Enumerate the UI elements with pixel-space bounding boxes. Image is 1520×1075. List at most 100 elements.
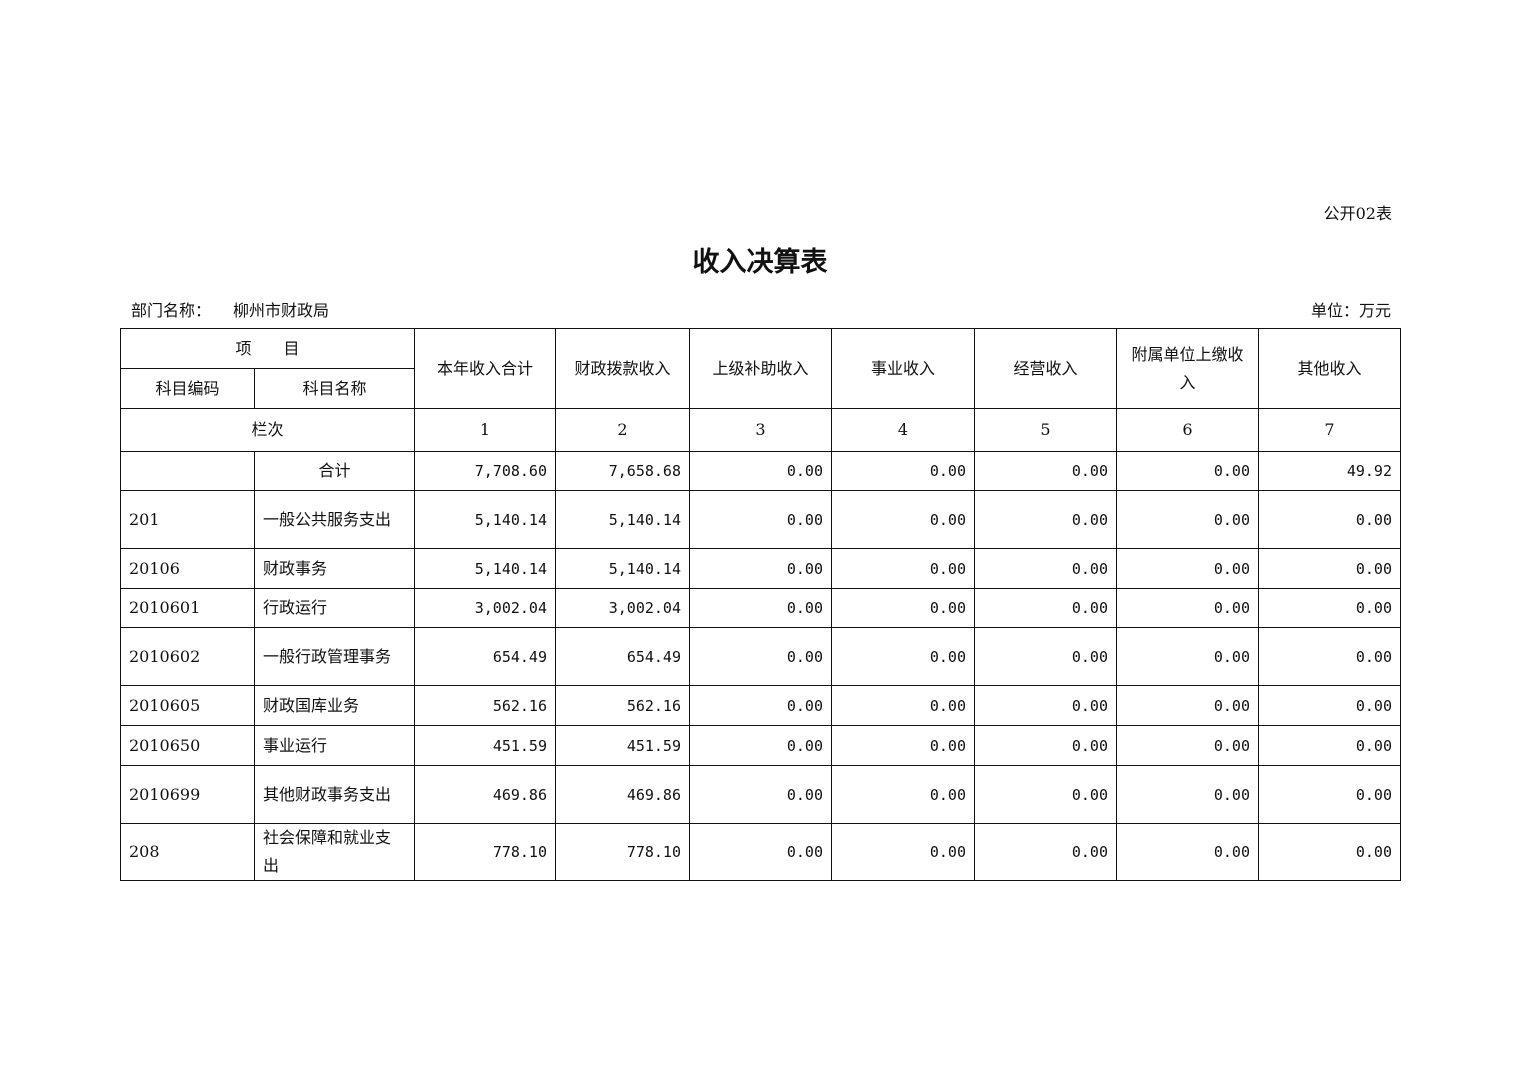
subject-name: 合计	[254, 451, 415, 491]
value-cell: 0.00	[831, 490, 975, 549]
unit-label: 单位：万元	[1310, 301, 1391, 320]
table-row: 2010650 事业运行 451.59 451.59 0.00 0.00 0.00 0.00 0…	[120, 725, 1401, 766]
value-cell: 0.00	[974, 588, 1117, 628]
col-number: 4	[831, 408, 975, 452]
department-name: 柳州市财政局	[233, 301, 330, 320]
value-cell: 0.00	[1258, 548, 1401, 589]
value-cell: 0.00	[1116, 490, 1259, 549]
value-cell: 0.00	[831, 627, 975, 686]
value-cell: 0.00	[689, 490, 832, 549]
value-cell: 0.00	[1116, 685, 1259, 726]
value-cell: 0.00	[1258, 627, 1401, 686]
value-cell: 0.00	[831, 685, 975, 726]
income-table: 项 目 本年收入合计 财政拨款收入 上级补助收入 事业收入 经营收入 附属单位上…	[120, 328, 1401, 881]
table-row: 2010605 财政国库业务 562.16 562.16 0.00 0.00 0.00 0.0…	[120, 685, 1401, 726]
value-cell: 0.00	[974, 627, 1117, 686]
value-cell: 0.00	[1116, 765, 1259, 824]
total-row: 合计 7,708.60 7,658.68 0.00 0.00 0.00 0.00 49.92	[120, 451, 1401, 491]
table-row: 2010602 一般行政管理事务 654.49 654.49 0.00 0.00 0.00 0…	[120, 627, 1401, 686]
subject-code: 20106	[120, 548, 255, 589]
value-cell: 7,658.68	[555, 451, 690, 491]
subject-name: 行政运行	[254, 588, 415, 628]
value-cell: 0.00	[974, 685, 1117, 726]
form-number: 公开02表	[1323, 204, 1392, 223]
value-cell: 0.00	[1258, 765, 1401, 824]
subject-code: 2010650	[120, 725, 255, 766]
value-cell: 0.00	[689, 685, 832, 726]
col-number: 7	[1258, 408, 1401, 452]
subject-name: 其他财政事务支出	[254, 765, 415, 824]
value-cell: 0.00	[1116, 548, 1259, 589]
value-cell: 0.00	[689, 627, 832, 686]
value-cell: 0.00	[1116, 823, 1259, 881]
row-label: 栏次	[120, 408, 415, 452]
value-cell: 451.59	[414, 725, 556, 766]
header-row: 项 目 本年收入合计 财政拨款收入 上级补助收入 事业收入 经营收入 附属单位上…	[120, 328, 1401, 409]
header-col-2: 财政拨款收入	[555, 328, 690, 409]
table-row: 2010601 行政运行 3,002.04 3,002.04 0.00 0.00 0.00 0…	[120, 588, 1401, 628]
page-title: 收入决算表	[692, 247, 828, 278]
value-cell: 469.86	[555, 765, 690, 824]
col-number: 3	[689, 408, 832, 452]
value-cell: 0.00	[689, 823, 832, 881]
value-cell: 0.00	[831, 451, 975, 491]
subject-code: 2010605	[120, 685, 255, 726]
value-cell: 0.00	[831, 765, 975, 824]
department-label: 部门名称：	[131, 301, 212, 320]
header-col-7: 其他收入	[1258, 328, 1401, 409]
value-cell: 562.16	[414, 685, 556, 726]
header-item: 项 目	[120, 328, 415, 369]
header-name: 科目名称	[254, 368, 415, 409]
value-cell: 5,140.14	[414, 490, 556, 549]
subject-name: 社会保障和就业支出	[254, 823, 415, 881]
value-cell: 0.00	[1258, 685, 1401, 726]
value-cell: 0.00	[1116, 588, 1259, 628]
header-col-1: 本年收入合计	[414, 328, 556, 409]
value-cell: 7,708.60	[414, 451, 556, 491]
value-cell: 0.00	[1116, 451, 1259, 491]
subject-name: 财政事务	[254, 548, 415, 589]
value-cell: 5,140.14	[414, 548, 556, 589]
value-cell: 0.00	[1258, 588, 1401, 628]
value-cell: 469.86	[414, 765, 556, 824]
subject-code: 201	[120, 490, 255, 549]
value-cell: 0.00	[689, 765, 832, 824]
subject-name: 事业运行	[254, 725, 415, 766]
value-cell: 0.00	[831, 588, 975, 628]
table-row: 20106 财政事务 5,140.14 5,140.14 0.00 0.00 0.00 0.0…	[120, 548, 1401, 589]
value-cell: 778.10	[555, 823, 690, 881]
value-cell: 0.00	[974, 725, 1117, 766]
subject-code: 2010602	[120, 627, 255, 686]
value-cell: 0.00	[974, 765, 1117, 824]
header-col-5: 经营收入	[974, 328, 1117, 409]
value-cell: 0.00	[974, 490, 1117, 549]
header-subrow: 科目编码 科目名称	[120, 368, 1401, 409]
value-cell: 5,140.14	[555, 548, 690, 589]
value-cell: 49.92	[1258, 451, 1401, 491]
value-cell: 0.00	[974, 823, 1117, 881]
value-cell: 0.00	[1116, 725, 1259, 766]
department: 部门名称： 柳州市财政局	[131, 297, 351, 321]
subject-code: 2010699	[120, 765, 255, 824]
value-cell: 3,002.04	[555, 588, 690, 628]
table-row: 208 社会保障和就业支出 778.10 778.10 0.00 0.00 0.00 0.00…	[120, 823, 1401, 881]
value-cell: 562.16	[555, 685, 690, 726]
col-number: 2	[555, 408, 690, 452]
value-cell: 0.00	[689, 725, 832, 766]
value-cell: 0.00	[689, 548, 832, 589]
value-cell: 654.49	[414, 627, 556, 686]
value-cell: 0.00	[689, 451, 832, 491]
header-code: 科目编码	[120, 368, 255, 409]
value-cell: 0.00	[1258, 725, 1401, 766]
subject-name: 一般行政管理事务	[254, 627, 415, 686]
value-cell: 778.10	[414, 823, 556, 881]
col-number: 6	[1116, 408, 1259, 452]
table-row: 201 一般公共服务支出 5,140.14 5,140.14 0.00 0.00 0.00 0…	[120, 490, 1401, 549]
col-number: 1	[414, 408, 556, 452]
value-cell: 0.00	[831, 548, 975, 589]
value-cell: 0.00	[1116, 627, 1259, 686]
header-col-6: 附属单位上缴收入	[1116, 328, 1259, 409]
value-cell: 5,140.14	[555, 490, 690, 549]
value-cell: 0.00	[831, 725, 975, 766]
value-cell: 654.49	[555, 627, 690, 686]
